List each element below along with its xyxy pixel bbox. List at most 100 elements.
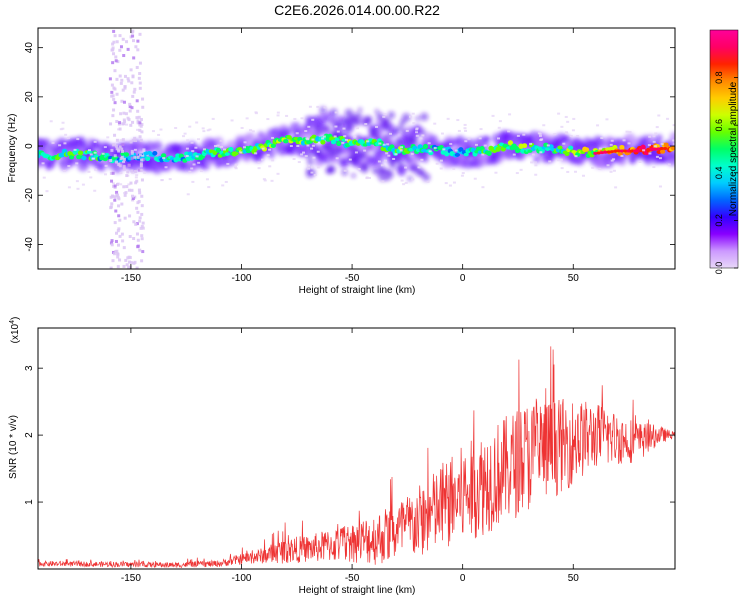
speckle-mark xyxy=(196,138,200,141)
band-mark xyxy=(131,196,135,200)
speckle-mark xyxy=(67,165,71,168)
speckle-mark xyxy=(343,169,347,172)
peak-mark xyxy=(599,151,605,155)
speckle-mark xyxy=(363,149,367,152)
band-mark xyxy=(141,97,145,101)
band-mark xyxy=(140,237,144,241)
band-mark xyxy=(115,147,119,151)
speckle-mark xyxy=(230,119,234,122)
ridge-mark xyxy=(283,139,289,144)
spread-mark xyxy=(387,111,396,119)
spectrogram-x-tick-label: 0 xyxy=(460,273,466,284)
speckle-mark xyxy=(310,166,314,169)
speckle-mark xyxy=(625,130,629,133)
speckle-mark xyxy=(564,115,568,118)
speckle-mark xyxy=(612,158,616,161)
spectrogram-x-tick-label: -150 xyxy=(121,273,141,284)
speckle-mark xyxy=(42,176,46,179)
speckle-mark xyxy=(239,151,243,154)
speckle-mark xyxy=(333,135,337,138)
speckle-mark xyxy=(296,144,300,147)
colorbar-label: Normalized spectral amplitude xyxy=(728,81,739,216)
speckle-mark xyxy=(377,160,381,163)
speckle-mark xyxy=(496,137,500,140)
band-mark xyxy=(114,144,118,148)
band-mark xyxy=(114,59,118,63)
speckle-mark xyxy=(415,131,419,134)
band-mark xyxy=(130,169,134,173)
speckle-mark xyxy=(576,135,580,138)
band-mark xyxy=(128,109,132,113)
spread-mark xyxy=(401,113,411,123)
speckle-mark xyxy=(311,138,315,141)
speckle-mark xyxy=(233,166,237,169)
speckle-mark xyxy=(192,163,196,166)
band-mark xyxy=(118,164,122,168)
halo-mark xyxy=(616,156,627,167)
speckle-mark xyxy=(565,132,569,135)
speckle-mark xyxy=(242,146,246,149)
speckle-mark xyxy=(211,117,215,120)
speckle-mark xyxy=(226,162,230,165)
ridge-mark xyxy=(233,151,239,156)
speckle-mark xyxy=(411,112,415,115)
band-mark xyxy=(127,79,131,83)
band-mark xyxy=(134,181,138,185)
speckle-mark xyxy=(164,166,168,169)
speckle-mark xyxy=(410,152,414,155)
speckle-mark xyxy=(308,105,312,108)
speckle-mark xyxy=(162,157,166,160)
speckle-mark xyxy=(141,154,145,157)
snr-plot-area xyxy=(38,328,675,569)
speckle-mark xyxy=(94,168,98,171)
snr-y-label: SNR (10 * v/v) xyxy=(8,415,19,479)
ridge-mark xyxy=(568,145,574,150)
band-mark xyxy=(123,193,127,197)
speckle-mark xyxy=(59,128,63,131)
speckle-mark xyxy=(234,167,238,170)
band-mark xyxy=(132,237,136,241)
ridge-mark xyxy=(454,152,460,157)
speckle-mark xyxy=(316,105,320,108)
band-mark xyxy=(136,121,140,125)
band-mark xyxy=(133,87,137,91)
speckle-mark xyxy=(673,143,675,146)
band-mark xyxy=(113,34,117,38)
peak-mark xyxy=(636,149,641,153)
ridge-mark xyxy=(521,143,528,149)
band-mark xyxy=(139,226,143,230)
band-mark xyxy=(110,90,114,94)
spectrogram-x-tick-label: 50 xyxy=(568,273,580,284)
snr-panel: -150 -100 -50 0 50 1 2 3 Height of straight li… xyxy=(8,317,676,596)
speckle-mark xyxy=(142,148,146,151)
band-mark xyxy=(112,108,116,112)
peak-mark xyxy=(662,147,668,150)
speckle-mark xyxy=(666,117,670,120)
band-mark xyxy=(118,34,122,38)
band-mark xyxy=(138,72,142,76)
speckle-mark xyxy=(125,123,129,126)
speckle-mark xyxy=(254,111,258,114)
band-mark xyxy=(141,221,145,225)
speckle-mark xyxy=(382,143,386,146)
band-mark xyxy=(136,155,140,159)
peak-mark xyxy=(616,149,621,153)
speckle-mark xyxy=(426,180,430,183)
band-mark xyxy=(118,218,122,222)
speckle-mark xyxy=(343,135,347,138)
spectrogram-frame xyxy=(37,27,676,270)
speckle-mark xyxy=(119,172,123,175)
peak-mark xyxy=(632,149,638,153)
band-mark xyxy=(120,232,124,236)
band-mark xyxy=(120,78,124,82)
band-mark xyxy=(133,260,137,264)
speckle-mark xyxy=(574,155,578,158)
spread-mark xyxy=(422,173,431,182)
band-mark xyxy=(118,127,122,131)
speckle-mark xyxy=(548,160,552,163)
band-mark xyxy=(127,260,131,264)
band-mark xyxy=(135,232,139,236)
band-mark xyxy=(114,160,118,164)
ridge-mark xyxy=(320,139,326,145)
speckle-mark xyxy=(591,166,595,169)
